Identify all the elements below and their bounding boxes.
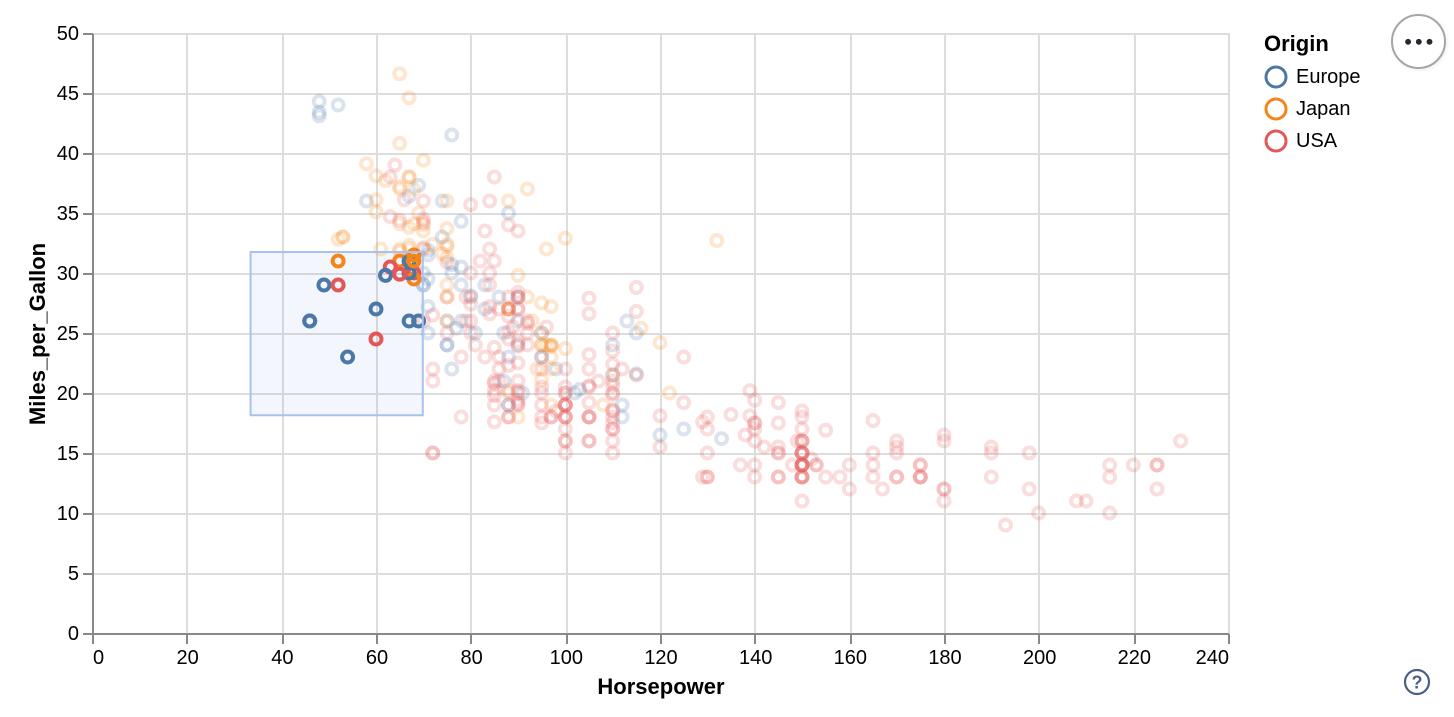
svg-text:?: ? — [1411, 672, 1422, 692]
